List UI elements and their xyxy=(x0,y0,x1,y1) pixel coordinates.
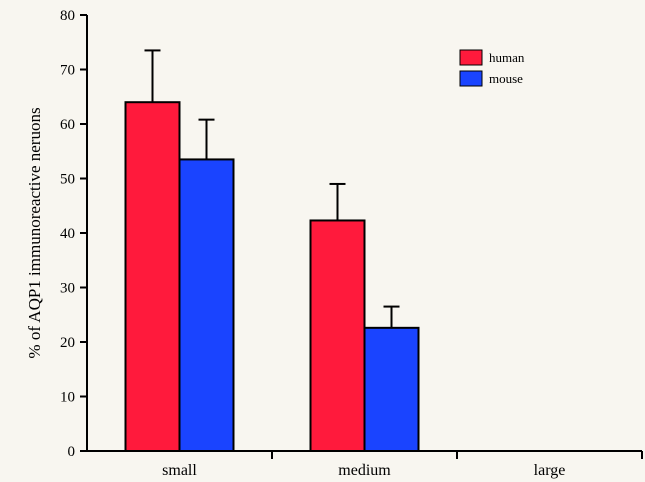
y-tick-label: 20 xyxy=(60,335,75,351)
y-tick-label: 60 xyxy=(60,117,75,133)
x-tick-label: large xyxy=(534,462,566,479)
bar-human-small xyxy=(124,101,181,452)
y-tick-label: 50 xyxy=(60,172,75,188)
bar-mouse-small xyxy=(178,158,235,453)
bar-mouse-medium xyxy=(363,326,420,452)
y-axis-title: % of AQP1 immunoreactive neruons xyxy=(25,107,44,358)
y-tick-label: 70 xyxy=(60,63,75,79)
x-tick-label: medium xyxy=(338,462,391,479)
y-tick-label: 30 xyxy=(60,281,75,297)
x-tick-label: small xyxy=(162,462,197,479)
y-tick-label: 40 xyxy=(60,226,75,242)
y-tick-label: 10 xyxy=(60,390,75,406)
bars xyxy=(124,49,420,453)
legend-swatch-human xyxy=(459,49,483,66)
y-tick-label: 0 xyxy=(68,444,76,460)
legend-label-human: human xyxy=(489,50,525,65)
y-tick-label: 80 xyxy=(60,8,75,24)
legend-swatch-mouse xyxy=(459,70,483,87)
legend: human mouse xyxy=(459,49,525,87)
legend-label-mouse: mouse xyxy=(489,71,523,86)
axes: 0 10 20 30 40 50 60 70 80 small medium large xyxy=(60,8,643,479)
bar-human-medium xyxy=(309,219,366,452)
